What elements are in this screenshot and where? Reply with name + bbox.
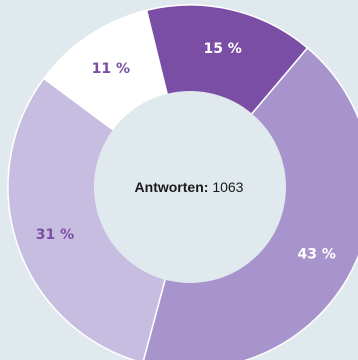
slice-0 [7, 77, 191, 360]
donut-hole [94, 91, 286, 283]
slice-label-3: 43 % [298, 246, 336, 262]
center-total-value: 1063 [212, 179, 243, 195]
center-total-label: Antworten: [135, 179, 209, 195]
center-total: Antworten: 1063 [135, 179, 244, 195]
slice-label-0: 31 % [36, 227, 74, 243]
slice-label-1: 11 % [92, 61, 130, 77]
slice-labels-group: 31 % 11 % 15 % 43 % [36, 41, 336, 262]
slice-label-2: 15 % [203, 41, 241, 57]
